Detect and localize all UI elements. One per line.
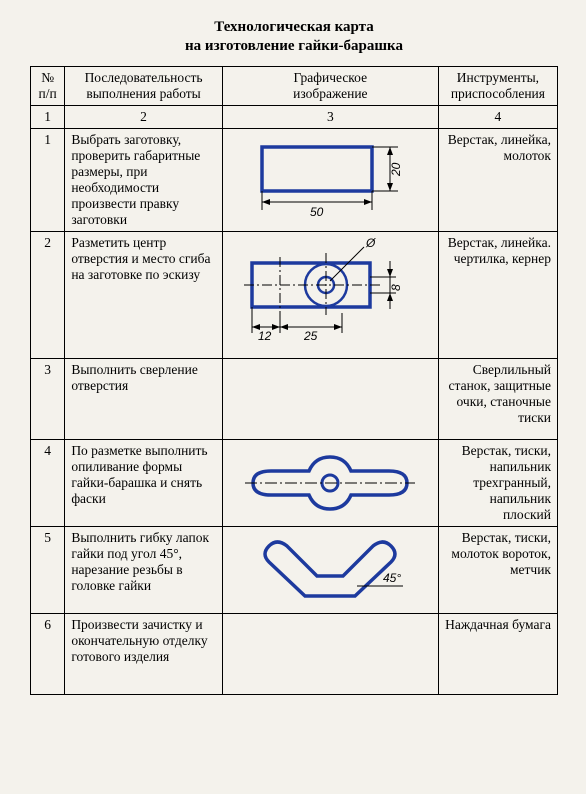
- table-row: 4 По разметке выполнить опиливание формы…: [31, 439, 558, 526]
- subhead-2: 2: [65, 105, 222, 128]
- row-tools: Сверлильный станок, защитные очки, стано…: [438, 358, 557, 439]
- row-tools: Верстак, тиски, молоток вороток, метчик: [438, 526, 557, 613]
- header-num: № п/п: [31, 66, 65, 105]
- subhead-1: 1: [31, 105, 65, 128]
- header-tools: Инструменты, приспособления: [438, 66, 557, 105]
- table-row: 6 Произвести зачистку и окончательную от…: [31, 613, 558, 694]
- row-tools: Верстак, линейка. чертилка, кернер: [438, 231, 557, 358]
- row-graphic: Ø 12 25 8: [222, 231, 438, 358]
- row-graphic: [222, 613, 438, 694]
- header-work: Последовательность выполнения работы: [65, 66, 222, 105]
- table-row: 2 Разметить центр отверстия и место сгиб…: [31, 231, 558, 358]
- figure-wingnut-flat: [235, 443, 425, 523]
- row-num: 4: [31, 439, 65, 526]
- row-tools: Верстак, линейка, молоток: [438, 128, 557, 231]
- subhead-4: 4: [438, 105, 557, 128]
- diameter-symbol: Ø: [365, 236, 376, 250]
- row-num: 6: [31, 613, 65, 694]
- dim-12: 12: [258, 329, 272, 343]
- tech-card-table: № п/п Последовательность выполнения рабо…: [30, 66, 558, 695]
- figure-rect-hole: Ø 12 25 8: [230, 235, 430, 355]
- dim-25: 25: [303, 329, 318, 343]
- row-work: Выполнить сверление отверстия: [65, 358, 222, 439]
- figure-rect: 50 20: [240, 132, 420, 228]
- subhead-3: 3: [222, 105, 438, 128]
- row-graphic: 50 20: [222, 128, 438, 231]
- row-num: 1: [31, 128, 65, 231]
- row-tools: Наждачная бумага: [438, 613, 557, 694]
- row-tools: Верстак, тиски, напильник трехгранный, н…: [438, 439, 557, 526]
- row-num: 5: [31, 526, 65, 613]
- table-row: 5 Выполнить гибку лапок гайки под угол 4…: [31, 526, 558, 613]
- row-work: Произвести зачистку и окончательную отде…: [65, 613, 222, 694]
- row-work: Выполнить гибку лапок гайки под угол 45°…: [65, 526, 222, 613]
- figure-wingnut-bent: 45°: [235, 530, 425, 610]
- angle-label: 45°: [383, 571, 401, 585]
- document-title: Технологическая карта на изготовление га…: [30, 18, 558, 56]
- row-num: 3: [31, 358, 65, 439]
- row-graphic: 45°: [222, 526, 438, 613]
- row-graphic: [222, 358, 438, 439]
- dim-height: 20: [389, 162, 403, 177]
- row-graphic: [222, 439, 438, 526]
- row-work: Разметить центр отверстия и место сгиба …: [65, 231, 222, 358]
- row-num: 2: [31, 231, 65, 358]
- row-work: По разметке выполнить опиливание формы г…: [65, 439, 222, 526]
- dim-width: 50: [310, 205, 324, 219]
- dim-8: 8: [389, 284, 403, 291]
- row-work: Выбрать заготовку, проверить габаритные …: [65, 128, 222, 231]
- table-row: 1 Выбрать заготовку, проверить габаритны…: [31, 128, 558, 231]
- header-graphic: Графическое изображение: [222, 66, 438, 105]
- table-row: 3 Выполнить сверление отверстия Сверлиль…: [31, 358, 558, 439]
